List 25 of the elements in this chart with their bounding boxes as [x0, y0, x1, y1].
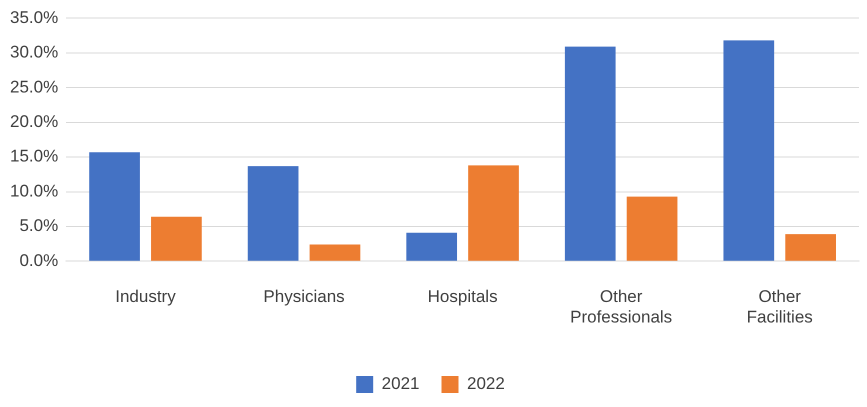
y-tick-label: 0.0% [19, 250, 58, 270]
bar [626, 196, 678, 261]
bar [564, 46, 616, 261]
bar [310, 244, 360, 261]
bar [723, 40, 774, 261]
legend-label: 2022 [467, 374, 505, 394]
y-tick-label: 15.0% [10, 146, 58, 166]
y-tick-label: 5.0% [19, 216, 58, 236]
x-tick-label: Other Facilities [746, 287, 813, 326]
x-tick-label: Physicians [263, 287, 345, 306]
y-tick-label: 30.0% [10, 42, 58, 62]
y-tick-label: 25.0% [10, 77, 58, 96]
bar [89, 152, 140, 261]
bar [785, 234, 836, 261]
bar [406, 232, 458, 261]
legend-label: 2021 [382, 374, 420, 394]
x-tick-label: Other Professionals [570, 287, 672, 326]
bar [248, 166, 298, 261]
y-tick-label: 20.0% [10, 112, 58, 132]
x-tick-label: Hospitals [428, 287, 498, 306]
y-tick-label: 35.0% [10, 8, 58, 27]
x-tick-label: Industry [115, 287, 176, 306]
bar [468, 165, 519, 261]
bar [151, 216, 202, 261]
y-tick-label: 10.0% [10, 181, 58, 200]
